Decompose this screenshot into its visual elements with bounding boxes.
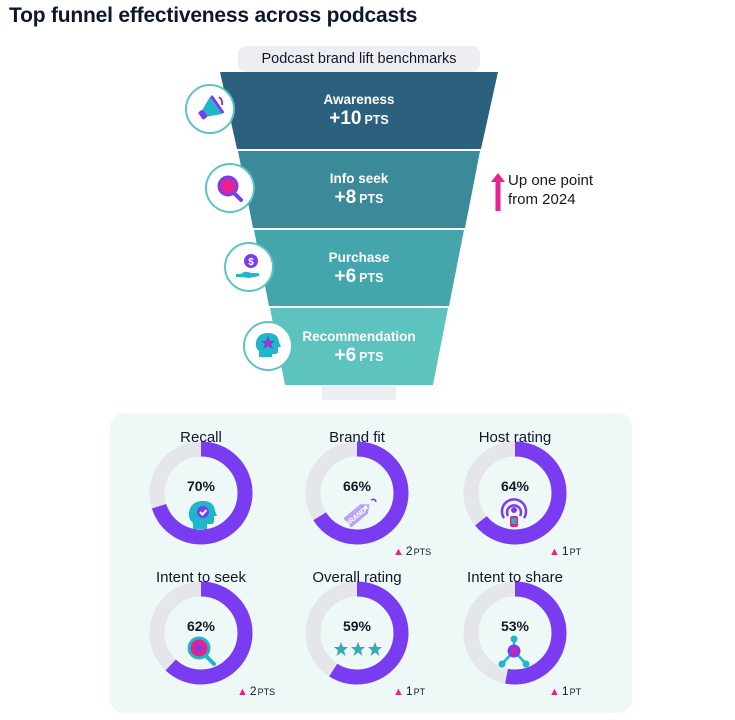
stage-name: Info seek (329, 171, 389, 186)
metric-value-brand-fit: 66% (342, 478, 372, 494)
head-star-icon (243, 321, 293, 371)
brand-tag-icon: BRAND (343, 498, 377, 529)
metric-delta-brand-fit: ▲ 2PTS (393, 544, 432, 558)
funnel-stage-recommendation (270, 308, 448, 385)
metric-value-overall-rating: 59% (342, 618, 372, 634)
stars-icon (334, 642, 382, 656)
metric-delta-overall-rating: ▲ 1PT (393, 684, 426, 698)
metrics-panel (110, 413, 632, 713)
page-title: Top funnel effectiveness across podcasts (9, 4, 418, 27)
share-nodes-icon (498, 635, 530, 668)
stage-name: Awareness (323, 92, 395, 107)
head-check-icon (188, 501, 217, 529)
metric-title-recall: Recall (180, 429, 222, 446)
funnel-label-info-seek: Info seek +8 PTS (259, 171, 459, 210)
metric-delta-host-rating: ▲ 1PT (549, 544, 582, 558)
stage-value: +8 PTS (334, 187, 384, 208)
funnel-chart (220, 72, 498, 400)
stage-value: +10 PTS (329, 108, 389, 129)
funnel-label-purchase: Purchase +6 PTS (259, 250, 459, 289)
megaphone-icon (185, 84, 235, 134)
stage-name: Purchase (328, 250, 390, 265)
metric-delta-intent-to-share: ▲ 1PT (549, 684, 582, 698)
money-hand-icon: $ (224, 242, 274, 292)
funnel-label-recommendation: Recommendation +6 PTS (259, 329, 459, 368)
podcast-mic-icon (500, 498, 528, 527)
stage-name: Recommendation (302, 329, 416, 344)
magnifier-icon (205, 163, 255, 213)
funnel-stage-info-seek (238, 151, 480, 228)
funnel-label-awareness: Awareness +10 PTS (259, 92, 459, 131)
stage-value: +6 PTS (334, 266, 384, 287)
arrow-up-icon (491, 173, 505, 211)
metric-title-intent-to-seek: Intent to seek (155, 569, 247, 586)
metric-title-host-rating: Host rating (478, 429, 552, 446)
metric-value-recall: 70% (186, 478, 216, 494)
metric-title-overall-rating: Overall rating (312, 569, 402, 586)
metric-value-host-rating: 64% (500, 478, 530, 494)
funnel-subtitle: Podcast brand lift benchmarks (238, 46, 480, 72)
metric-value-intent-to-seek: 62% (186, 618, 216, 634)
metric-title-brand-fit: Brand fit (329, 429, 385, 446)
metric-title-intent-to-share: Intent to share (467, 569, 563, 586)
search-play-icon (187, 636, 216, 666)
funnel-stage-purchase (254, 230, 464, 306)
funnel-stage-awareness (220, 72, 498, 149)
stage-value: +6 PTS (334, 345, 384, 366)
funnel-base (322, 386, 396, 400)
trend-note-text: Up one point from 2024 (508, 172, 594, 208)
metric-value-intent-to-share: 53% (500, 618, 530, 634)
svg-text:$: $ (248, 257, 254, 268)
metric-delta-intent-to-seek: ▲ 2PTS (237, 684, 276, 698)
